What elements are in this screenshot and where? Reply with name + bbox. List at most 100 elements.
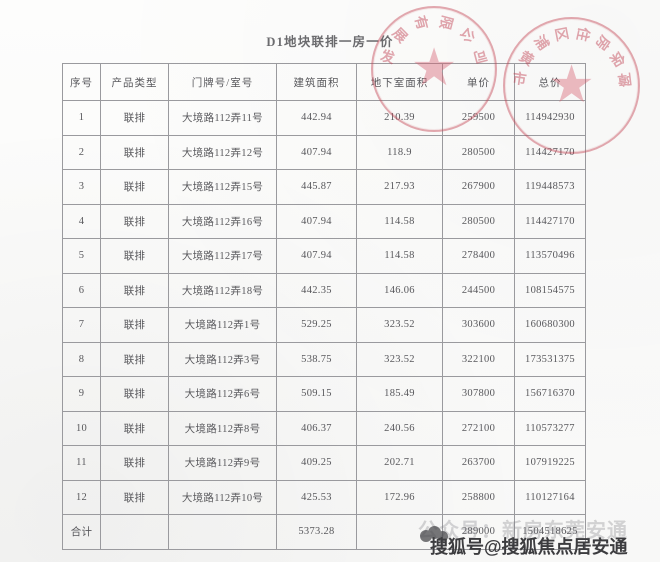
row-building-area: 509.15	[276, 376, 357, 412]
row-product-type: 联排	[100, 134, 169, 170]
column-header-unitprice: 单价	[442, 63, 515, 101]
row-unit-price: 307800	[442, 376, 515, 412]
watermark-main-text: 搜狐号@搜狐焦点居安通	[430, 537, 628, 557]
row-building-area: 406.37	[276, 410, 357, 446]
row-basement-area: 172.96	[356, 479, 443, 515]
row-address: 大境路112弄10号	[168, 479, 277, 515]
row-basement-area: 185.49	[356, 376, 443, 412]
row-product-type: 联排	[100, 410, 169, 446]
row-index: 2	[62, 134, 101, 170]
row-index: 4	[62, 203, 101, 239]
watermark-ghost-text: 公众号：新房东莞安通	[418, 520, 628, 542]
column-header-totalprice: 总价	[514, 63, 586, 101]
row-address: 大境路112弄17号	[168, 238, 277, 274]
total-totalprice: 1504518625	[514, 514, 586, 550]
table-row: 12 联排 大境路112弄10号 425.53 172.96 258800 11012716…	[62, 479, 586, 515]
row-index: 11	[62, 445, 101, 481]
table-row: 4 联排 大境路112弄16号 407.94 114.58 280500 114427170	[62, 203, 586, 239]
table-header-row: 序号 产品类型 门牌号/室号 建筑面积 地下室面积 单价 总价	[62, 63, 586, 101]
row-product-type: 联排	[100, 376, 169, 412]
row-building-area: 538.75	[276, 341, 357, 377]
row-product-type: 联排	[100, 272, 169, 308]
table-row: 3 联排 大境路112弄15号 445.87 217.93 267900 119448573	[62, 169, 586, 205]
row-address: 大境路112弄12号	[168, 134, 277, 170]
row-address: 大境路112弄15号	[168, 169, 277, 205]
row-unit-price: 263700	[442, 445, 515, 481]
row-basement-area: 323.52	[356, 341, 443, 377]
row-address: 大境路112弄8号	[168, 410, 277, 446]
row-unit-price: 259500	[442, 100, 515, 136]
table-row: 11 联排 大境路112弄9号 409.25 202.71 263700 107919225	[62, 445, 586, 481]
row-total-price: 156716370	[514, 376, 586, 412]
table-row: 7 联排 大境路112弄1号 529.25 323.52 303600 160680300	[62, 307, 586, 343]
row-basement-area: 118.9	[356, 134, 443, 170]
row-address: 大境路112弄16号	[168, 203, 277, 239]
row-total-price: 110127164	[514, 479, 586, 515]
table-body: 1 联排 大境路112弄11号 442.94 210.39 259500 114942930…	[62, 100, 586, 515]
row-address: 大境路112弄1号	[168, 307, 277, 343]
row-product-type: 联排	[100, 169, 169, 205]
row-basement-area: 217.93	[356, 169, 443, 205]
row-index: 7	[62, 307, 101, 343]
row-building-area: 407.94	[276, 238, 357, 274]
column-header-type: 产品类型	[100, 63, 169, 101]
row-product-type: 联排	[100, 479, 169, 515]
column-header-area: 建筑面积	[276, 63, 357, 101]
total-type	[100, 514, 169, 550]
row-total-price: 119448573	[514, 169, 586, 205]
row-product-type: 联排	[100, 100, 169, 136]
row-basement-area: 146.06	[356, 272, 443, 308]
row-building-area: 407.94	[276, 134, 357, 170]
row-product-type: 联排	[100, 445, 169, 481]
row-total-price: 114942930	[514, 100, 586, 136]
row-product-type: 联排	[100, 203, 169, 239]
row-index: 1	[62, 100, 101, 136]
column-header-address: 门牌号/室号	[168, 63, 277, 101]
row-basement-area: 202.71	[356, 445, 443, 481]
column-header-basement: 地下室面积	[356, 63, 443, 101]
total-label: 合计	[62, 514, 101, 550]
row-unit-price: 258800	[442, 479, 515, 515]
table-row: 9 联排 大境路112弄6号 509.15 185.49 307800 156716370	[62, 376, 586, 412]
total-area: 5373.28	[276, 514, 357, 550]
row-unit-price: 322100	[442, 341, 515, 377]
price-table: 序号 产品类型 门牌号/室号 建筑面积 地下室面积 单价 总价 1 联排 大境路11…	[62, 63, 586, 550]
table-row: 2 联排 大境路112弄12号 407.94 118.9 280500 114427170	[62, 134, 586, 170]
total-address	[168, 514, 277, 550]
row-index: 12	[62, 479, 101, 515]
row-unit-price: 280500	[442, 203, 515, 239]
row-basement-area: 114.58	[356, 238, 443, 274]
row-unit-price: 267900	[442, 169, 515, 205]
row-unit-price: 272100	[442, 410, 515, 446]
row-building-area: 529.25	[276, 307, 357, 343]
row-basement-area: 323.52	[356, 307, 443, 343]
row-address: 大境路112弄18号	[168, 272, 277, 308]
row-total-price: 108154575	[514, 272, 586, 308]
row-index: 3	[62, 169, 101, 205]
row-product-type: 联排	[100, 307, 169, 343]
row-basement-area: 210.39	[356, 100, 443, 136]
column-header-index: 序号	[62, 63, 101, 101]
table-row: 5 联排 大境路112弄17号 407.94 114.58 278400 113570496	[62, 238, 586, 274]
row-building-area: 409.25	[276, 445, 357, 481]
row-building-area: 445.87	[276, 169, 357, 205]
row-building-area: 425.53	[276, 479, 357, 515]
row-total-price: 107919225	[514, 445, 586, 481]
row-index: 8	[62, 341, 101, 377]
row-product-type: 联排	[100, 341, 169, 377]
row-building-area: 442.35	[276, 272, 357, 308]
row-unit-price: 278400	[442, 238, 515, 274]
row-total-price: 110573277	[514, 410, 586, 446]
table-row: 6 联排 大境路112弄18号 442.35 146.06 244500 108154575	[62, 272, 586, 308]
row-address: 大境路112弄11号	[168, 100, 277, 136]
page-title: D1地块联排一房一价	[266, 35, 394, 49]
row-basement-area: 240.56	[356, 410, 443, 446]
row-index: 9	[62, 376, 101, 412]
row-total-price: 114427170	[514, 134, 586, 170]
row-basement-area: 114.58	[356, 203, 443, 239]
table-footer: 合计 5373.28 289000 1504518625	[62, 514, 586, 550]
row-building-area: 407.94	[276, 203, 357, 239]
row-total-price: 114427170	[514, 203, 586, 239]
row-index: 6	[62, 272, 101, 308]
row-total-price: 160680300	[514, 307, 586, 343]
